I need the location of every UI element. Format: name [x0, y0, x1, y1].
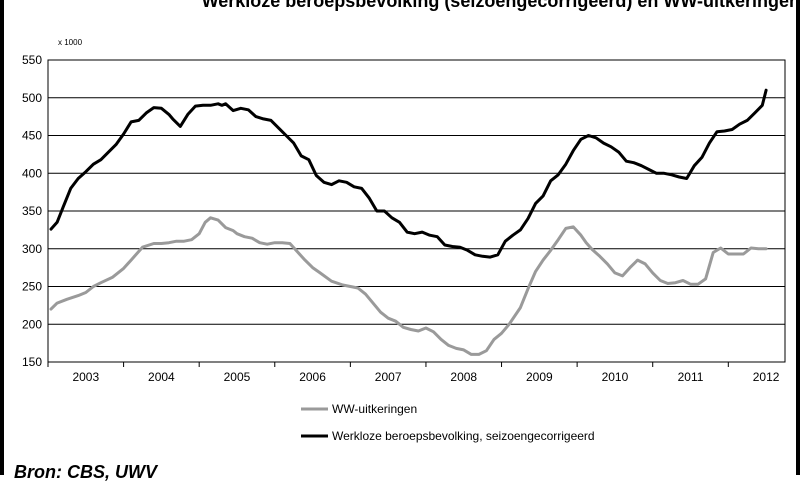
y-tick-label: 500 [22, 91, 42, 105]
x-tick-label: 2012 [753, 370, 780, 384]
x-tick-label: 2007 [375, 370, 402, 384]
x-tick-label: 2009 [526, 370, 553, 384]
y-tick-label: 300 [22, 242, 42, 256]
x-tick-label: 2010 [602, 370, 629, 384]
x-tick-label: 2005 [224, 370, 251, 384]
grid-lines [48, 59, 785, 363]
y-tick-label: 250 [22, 280, 42, 294]
series-lines [49, 88, 768, 356]
axes [47, 59, 786, 363]
chart-title: Werkloze beroepsbevolking (seizoengecorr… [201, 0, 800, 11]
plot-border [47, 59, 786, 363]
y-axis-unit: x 1000 [58, 38, 83, 47]
series-line-1 [49, 216, 768, 356]
x-tick-label: 2003 [72, 370, 99, 384]
legend-label-2: Werkloze beroepsbevolking, seizoengecorr… [332, 429, 595, 443]
y-tick-label: 450 [22, 129, 42, 143]
series-line-2 [49, 88, 768, 259]
x-tick-label: 2008 [450, 370, 477, 384]
y-tick-label: 200 [22, 317, 42, 331]
y-tick-label: 150 [22, 355, 42, 369]
source-note: Bron: CBS, UWV [14, 462, 157, 482]
y-axis-ticks: 150 200 250 300 350 400 450 500 550 x 1000 [22, 38, 83, 369]
legend-label-1: WW-uitkeringen [332, 402, 417, 416]
y-tick-label: 350 [22, 204, 42, 218]
x-tick-label: 2011 [678, 370, 704, 384]
y-tick-label: 400 [22, 166, 42, 180]
legend: WW-uitkeringen Werkloze beroepsbevolking,… [301, 402, 595, 443]
y-tick-label: 550 [22, 53, 42, 67]
x-tick-label: 2004 [148, 370, 175, 384]
x-axis-ticks: 2003 2004 2005 2006 2007 2008 2009 2010 2011 2012 [47, 362, 780, 384]
x-tick-label: 2006 [299, 370, 326, 384]
